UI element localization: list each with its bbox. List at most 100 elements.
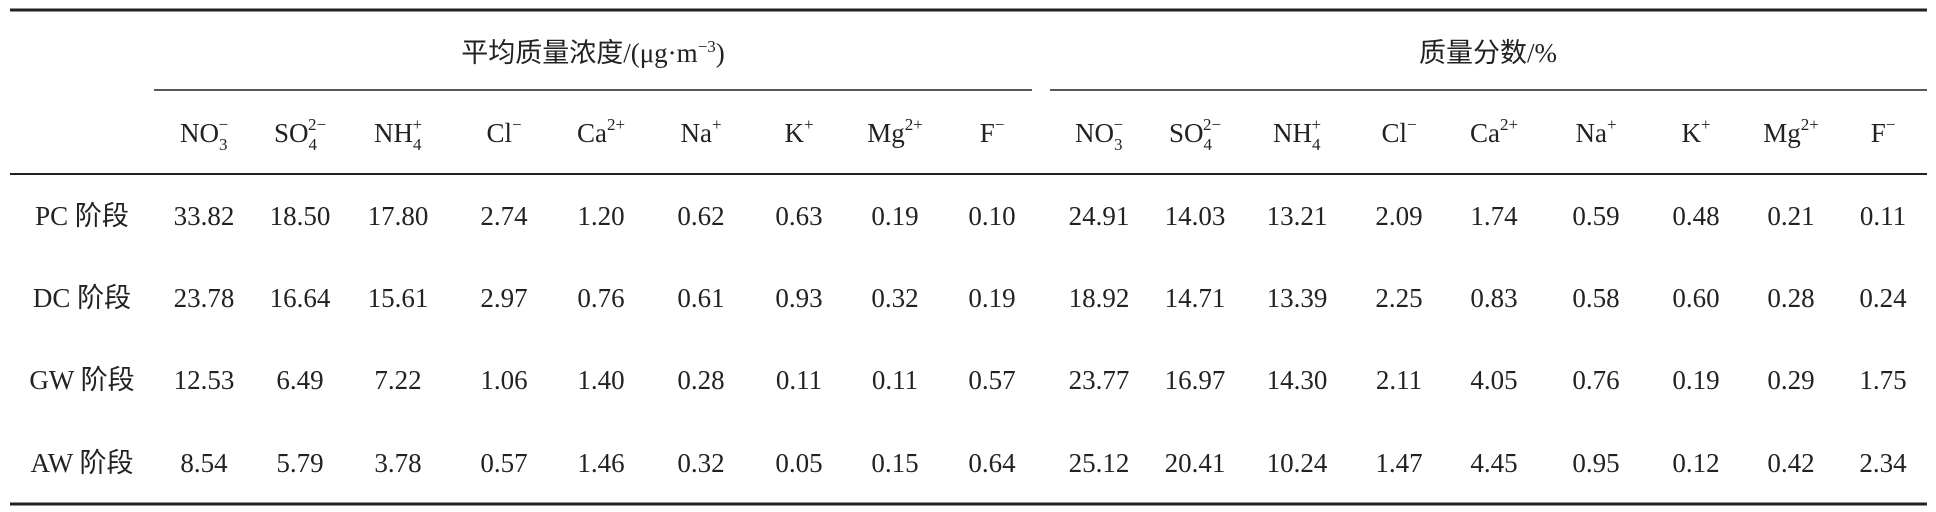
- cell: 2.97: [480, 283, 527, 313]
- cell: 14.71: [1165, 283, 1226, 313]
- ion-sub: 4: [1203, 135, 1212, 154]
- column-header: Ca2+: [1470, 115, 1518, 148]
- column-header: K+: [1681, 115, 1710, 148]
- ion-base: SO: [1169, 118, 1204, 148]
- cell: 0.58: [1572, 283, 1619, 313]
- cell: 18.92: [1069, 283, 1130, 313]
- cell: 12.53: [174, 365, 235, 395]
- cell: 0.42: [1767, 448, 1814, 478]
- ion-base: Na: [1575, 118, 1606, 148]
- ion-base: Ca: [1470, 118, 1500, 148]
- ion-sup: +: [1311, 115, 1321, 134]
- ion-sup: +: [1607, 115, 1617, 134]
- ion-sup: 2+: [905, 115, 923, 134]
- column-header: F−: [1871, 115, 1896, 148]
- cell: 20.41: [1165, 448, 1226, 478]
- ion-sup: −: [512, 115, 522, 134]
- ion-base: Cl: [486, 118, 512, 148]
- column-header: NH4+: [374, 115, 422, 154]
- cell: 0.19: [1672, 365, 1719, 395]
- column-header: Na+: [680, 115, 721, 148]
- ion-base: Mg: [1763, 118, 1801, 148]
- column-header: Mg2+: [867, 115, 923, 148]
- cell: 5.79: [276, 448, 323, 478]
- ion-base: Na: [680, 118, 711, 148]
- cell: 10.24: [1267, 448, 1328, 478]
- column-header: Ca2+: [577, 115, 625, 148]
- cell: 23.78: [174, 283, 235, 313]
- ion-sup: +: [412, 115, 422, 134]
- ion-sup: −: [1886, 115, 1896, 134]
- group-sup: −3: [698, 37, 716, 56]
- cell: 1.75: [1859, 365, 1906, 395]
- cell: 0.29: [1767, 365, 1814, 395]
- ion-base: K: [784, 118, 804, 148]
- cell: 0.10: [968, 201, 1015, 231]
- column-header: F−: [980, 115, 1005, 148]
- group-text: 平均质量浓度/(μg·m: [461, 38, 697, 68]
- cell: 6.49: [276, 365, 323, 395]
- cell: 0.48: [1672, 201, 1719, 231]
- ion-sub: 3: [1114, 135, 1123, 154]
- cell: 0.11: [776, 365, 822, 395]
- column-header: Na+: [1575, 115, 1616, 148]
- cell: 14.30: [1267, 365, 1328, 395]
- cell: 0.11: [1860, 201, 1906, 231]
- ion-base: NO: [180, 118, 219, 148]
- cell: 0.76: [577, 283, 624, 313]
- column-header: Mg2+: [1763, 115, 1819, 148]
- ion-sup: −: [218, 115, 228, 134]
- column-header: SO42−: [1169, 115, 1221, 154]
- ion-base: K: [1681, 118, 1701, 148]
- cell: 0.19: [968, 283, 1015, 313]
- ion-sub: 4: [413, 135, 422, 154]
- cell: 1.47: [1375, 448, 1422, 478]
- cell: 2.25: [1375, 283, 1422, 313]
- ion-sup: 2−: [1203, 115, 1221, 134]
- cell: 0.83: [1470, 283, 1517, 313]
- cell: 0.64: [968, 448, 1016, 478]
- cell: 0.11: [872, 365, 918, 395]
- cell: 0.57: [968, 365, 1015, 395]
- cell: 4.05: [1470, 365, 1517, 395]
- cell: 16.97: [1165, 365, 1226, 395]
- ion-sup: 2+: [1500, 115, 1518, 134]
- cell: 0.21: [1767, 201, 1814, 231]
- column-header: NO3−: [180, 115, 228, 154]
- cell: 2.11: [1376, 365, 1422, 395]
- ion-base: Mg: [867, 118, 905, 148]
- cell: 0.57: [480, 448, 527, 478]
- cell: 0.28: [1767, 283, 1814, 313]
- ion-base: F: [980, 118, 995, 148]
- cell: 2.34: [1859, 448, 1907, 478]
- ion-sup: 2+: [1801, 115, 1819, 134]
- cell: 0.93: [775, 283, 822, 313]
- ion-sup: −: [1113, 115, 1123, 134]
- column-header: K+: [784, 115, 813, 148]
- cell: 0.24: [1859, 283, 1907, 313]
- cell: 3.78: [374, 448, 421, 478]
- cell: 7.22: [374, 365, 421, 395]
- cell: 25.12: [1069, 448, 1130, 478]
- cell: 1.06: [480, 365, 527, 395]
- cell: 4.45: [1470, 448, 1517, 478]
- column-header: SO42−: [274, 115, 326, 154]
- cell: 0.63: [775, 201, 822, 231]
- ion-base: NH: [1273, 118, 1312, 148]
- row-label: DC 阶段: [33, 283, 131, 313]
- ion-sup: +: [712, 115, 722, 134]
- cell: 2.74: [480, 201, 528, 231]
- row-label: GW 阶段: [29, 365, 134, 395]
- cell: 1.40: [577, 365, 624, 395]
- cell: 1.74: [1470, 201, 1518, 231]
- column-header: Cl−: [1381, 115, 1416, 148]
- group-header: 平均质量浓度/(μg·m−3): [461, 37, 725, 68]
- cell: 13.21: [1267, 201, 1328, 231]
- ion-sup: 2−: [308, 115, 326, 134]
- column-header: Cl−: [486, 115, 521, 148]
- ion-sub: 4: [1312, 135, 1321, 154]
- column-header: NO3−: [1075, 115, 1123, 154]
- cell: 14.03: [1165, 201, 1226, 231]
- cell: 0.19: [871, 201, 918, 231]
